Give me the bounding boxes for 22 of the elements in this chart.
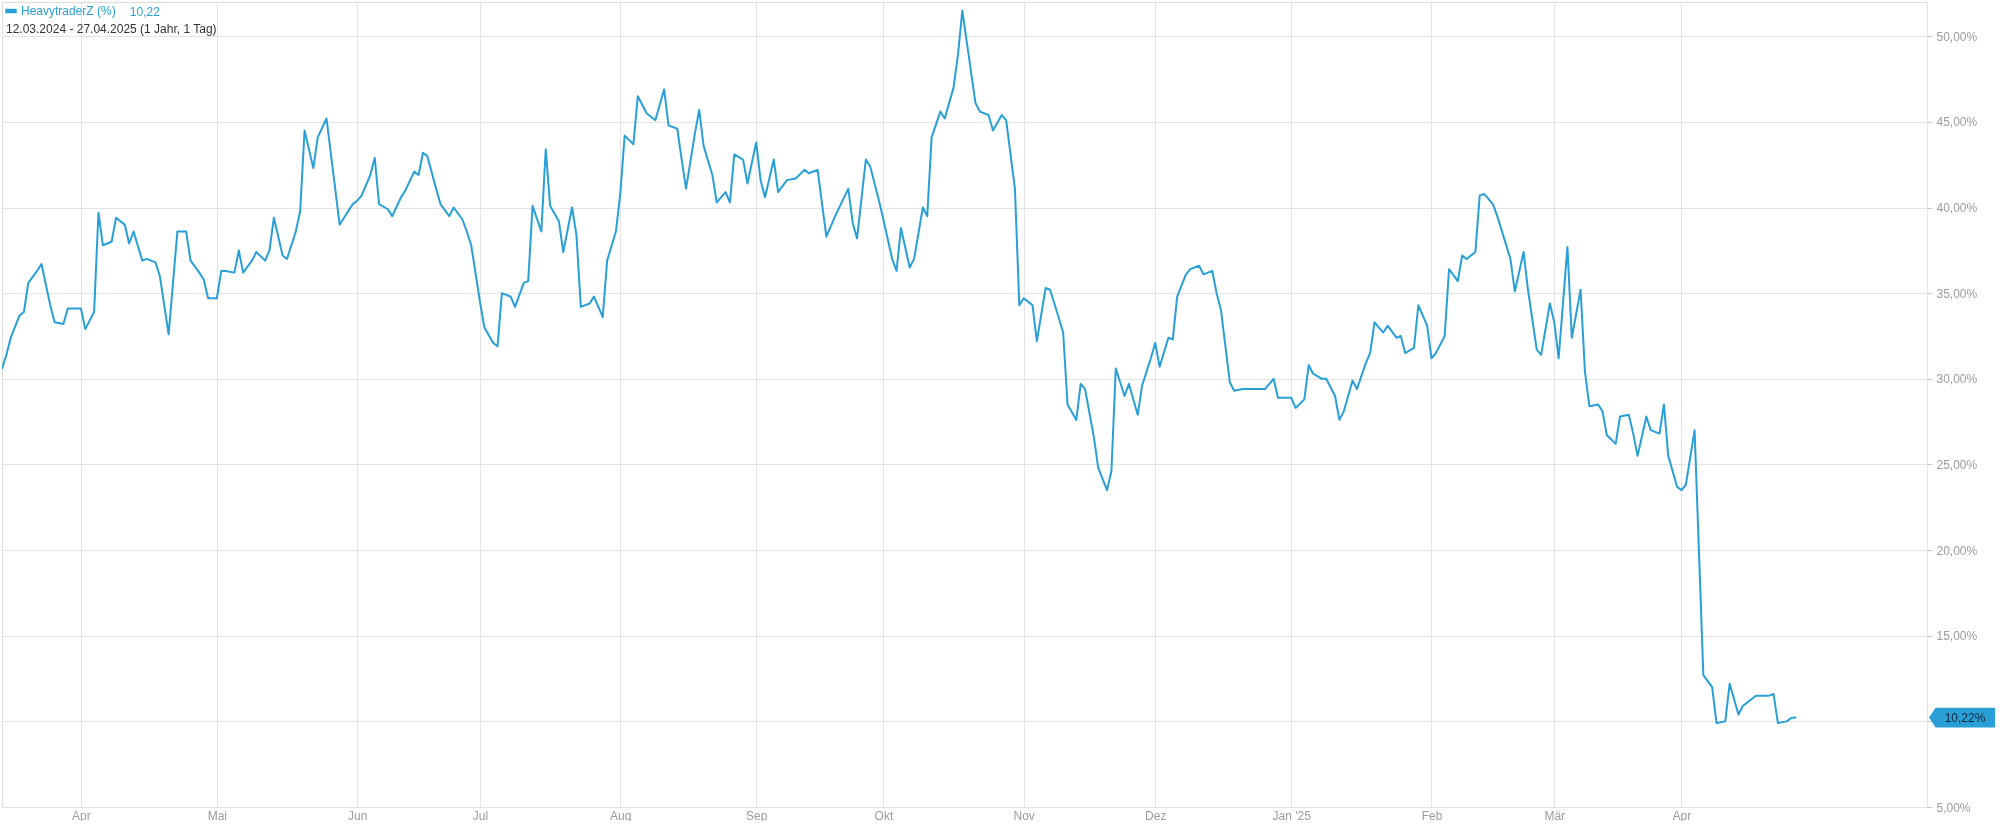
- x-tick-label: Mai: [207, 808, 228, 823]
- x-tick-label: Mär: [1544, 808, 1566, 823]
- y-tick-label: 25,00%: [1936, 457, 1978, 472]
- x-tick-label: Jun: [348, 808, 368, 823]
- text: 10,22%: [1944, 710, 1986, 725]
- y-tick-label: 45,00%: [1936, 115, 1978, 130]
- y-tick-label: 50,00%: [1936, 29, 1978, 44]
- legend-label: HeavytraderZ (%): [21, 4, 116, 18]
- y-tick-label: 5,00%: [1936, 800, 1971, 815]
- y-tick-label: 20,00%: [1936, 543, 1978, 558]
- annotation: 10,22: [129, 5, 161, 19]
- x-tick-label: Okt: [874, 808, 894, 823]
- x-tick-label: Feb: [1421, 808, 1443, 823]
- y-tick-label: 15,00%: [1936, 629, 1978, 644]
- x-tick-label: Jul: [472, 808, 489, 823]
- y-tick-label: 30,00%: [1936, 372, 1978, 387]
- y-tick-label: 40,00%: [1936, 201, 1978, 216]
- x-tick-label: Nov: [1013, 808, 1035, 823]
- y-tick-label: 35,00%: [1936, 286, 1978, 301]
- text: 12.03.2024 - 27.04.2025 (1 Jahr, 1 Tag): [6, 22, 217, 36]
- x-tick-label: Jan '25: [1272, 808, 1312, 823]
- x-tick-label: Dez: [1145, 808, 1167, 823]
